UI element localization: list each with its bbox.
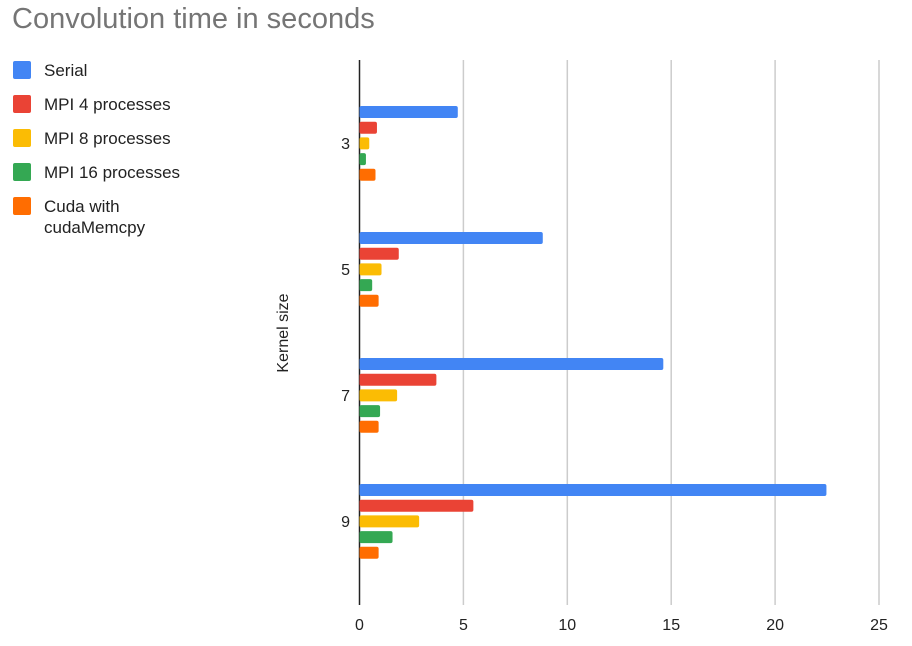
x-tick-label: 25 <box>870 617 888 634</box>
legend-item: MPI 16 processes <box>13 162 204 183</box>
bar <box>359 137 370 150</box>
bar <box>359 405 381 418</box>
bar <box>359 531 393 544</box>
bar <box>359 358 664 370</box>
bar <box>359 484 827 496</box>
y-axis-title: Kernel size <box>275 293 292 372</box>
legend-swatch <box>13 163 31 181</box>
x-tick-label: 20 <box>766 617 784 634</box>
bar <box>359 247 399 260</box>
x-tick-label: 0 <box>355 617 364 634</box>
legend-swatch <box>13 197 31 215</box>
legend-label: MPI 8 processes <box>44 129 171 148</box>
bar <box>359 153 366 166</box>
y-tick-label: 7 <box>341 388 350 405</box>
legend-item: MPI 8 processes <box>13 128 204 149</box>
chart-title: Convolution time in seconds <box>12 3 375 35</box>
bar <box>359 263 382 276</box>
x-tick-label: 15 <box>662 617 680 634</box>
bar <box>359 515 420 528</box>
bar <box>359 546 379 559</box>
legend-label: Serial <box>44 61 88 80</box>
legend-item: Cuda with cudaMemcpy <box>13 196 204 238</box>
x-tick-label: 10 <box>558 617 576 634</box>
bar <box>359 232 543 244</box>
bar <box>359 499 474 512</box>
legend-swatch <box>13 129 31 147</box>
y-tick-label: 9 <box>341 514 350 531</box>
y-tick-label: 3 <box>341 136 350 153</box>
bar <box>359 294 379 307</box>
bar <box>359 279 373 292</box>
bar <box>359 389 398 402</box>
legend-label: Cuda with cudaMemcpy <box>44 197 146 237</box>
bar <box>359 168 376 181</box>
legend-swatch <box>13 61 31 79</box>
legend-label: MPI 4 processes <box>44 95 171 114</box>
legend-label: MPI 16 processes <box>44 163 181 182</box>
legend-item: MPI 4 processes <box>13 94 204 115</box>
bar <box>359 121 377 134</box>
legend-item: Serial <box>13 60 204 81</box>
bar <box>359 106 458 118</box>
y-tick-label: 5 <box>341 262 350 279</box>
bar <box>359 373 437 386</box>
bar <box>359 420 379 433</box>
x-tick-label: 5 <box>459 617 468 634</box>
legend-swatch <box>13 95 31 113</box>
